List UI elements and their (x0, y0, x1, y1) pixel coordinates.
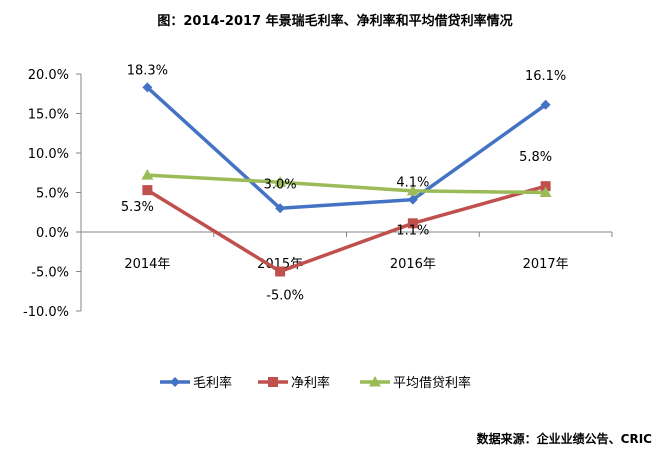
series-line-0 (146, 86, 547, 211)
legend-marker-2 (369, 376, 381, 387)
data-label-s1: -5.0% (266, 289, 304, 304)
y-tick-label: 15.0% (28, 108, 69, 123)
series-0-point (540, 99, 551, 110)
series-1-point (540, 181, 551, 192)
x-tick-label: 2017年 (523, 257, 569, 272)
series-1-point (142, 185, 153, 196)
data-label-s0: 16.1% (525, 69, 566, 84)
legend: 毛利率 净利率 平均借贷利率 (160, 375, 471, 391)
y-tick-label: 10.0% (28, 147, 69, 162)
series-2-point (406, 184, 419, 196)
series-line-1 (146, 184, 547, 274)
data-label-s0: 4.1% (396, 176, 429, 191)
y-tick-label: -10.0% (23, 305, 69, 320)
series-lines (141, 82, 552, 277)
legend-marker-0 (170, 377, 180, 387)
series-2-point (274, 176, 287, 187)
y-tick-label: 0.0% (36, 226, 69, 241)
series-0-point (407, 194, 418, 205)
legend-label-0: 毛利率 (193, 375, 232, 391)
data-label-s1: 1.1% (396, 223, 429, 238)
series-0-point (142, 82, 153, 93)
legend-marker-1 (268, 377, 278, 387)
x-tick-label: 2014年 (124, 257, 170, 272)
chart-title: 图：2014-2017 年景瑞毛利率、净利率和平均借贷利率情况 (157, 14, 513, 29)
series-line-2 (147, 173, 546, 195)
x-tick-label: 2016年 (390, 257, 436, 272)
y-tick-label: 20.0% (28, 68, 69, 83)
series-2-point (539, 186, 552, 197)
source-note: 数据来源：企业业绩公告、CRIC (476, 432, 652, 446)
data-label-s1: 5.8% (519, 150, 552, 165)
data-label-s1: 5.3% (121, 200, 154, 215)
series-0-point (275, 203, 286, 214)
y-tick-label: -5.0% (31, 266, 69, 281)
series-2-point (141, 169, 154, 180)
data-labels: 18.3% 3.0% 4.1% 16.1% 5.3% -5.0% 1.1% 5.8% (121, 63, 566, 303)
data-label-s0: 3.0% (264, 177, 297, 192)
y-tick-label: 5.0% (36, 187, 69, 202)
legend-label-2: 平均借贷利率 (393, 375, 471, 391)
series-1-point (275, 266, 286, 277)
legend-label-1: 净利率 (291, 375, 330, 391)
series-1-point (407, 218, 418, 229)
data-label-s0: 18.3% (127, 63, 168, 78)
